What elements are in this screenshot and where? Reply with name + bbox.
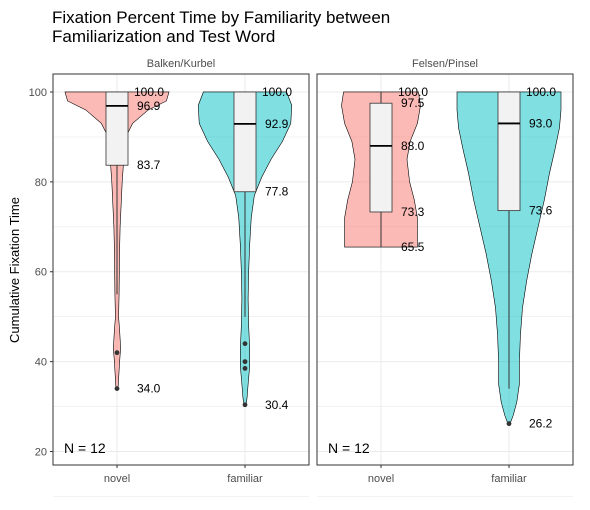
- outlier-point: [242, 341, 248, 347]
- outlier-point: [114, 350, 120, 356]
- box-familiar: [497, 91, 521, 212]
- data-label: 97.5: [401, 96, 425, 110]
- outlier-point: [242, 359, 248, 365]
- panels: Balken/Kurbel100.096.983.734.0100.092.97…: [29, 53, 574, 497]
- y-tick-label: 100: [29, 87, 47, 99]
- data-label: 93.0: [529, 116, 553, 130]
- x-tick-label: familiar: [227, 473, 263, 485]
- chart-title-line-2: Familiarization and Test Word: [52, 27, 275, 46]
- strip-background: [53, 53, 309, 73]
- x-tick-label: novel: [368, 473, 394, 485]
- outlier-point: [242, 365, 248, 371]
- strip-label: Felsen/Pinsel: [412, 58, 478, 70]
- data-label: 83.7: [137, 158, 161, 172]
- data-label: 34.0: [137, 382, 161, 396]
- strip-label: Balken/Kurbel: [147, 58, 216, 70]
- data-label: 73.6: [529, 204, 553, 218]
- data-label: 77.8: [265, 185, 289, 199]
- panel-0: Balken/Kurbel100.096.983.734.0100.092.97…: [52, 53, 310, 497]
- outlier-point: [506, 421, 512, 427]
- panel-1: Felsen/Pinsel100.097.588.073.365.5100.09…: [316, 53, 574, 497]
- data-label: 65.5: [401, 240, 425, 254]
- data-label: 100.0: [134, 85, 164, 99]
- x-tick-label: novel: [104, 473, 130, 485]
- panel-border: [52, 73, 310, 466]
- data-label: 92.9: [265, 117, 289, 131]
- n-count-label: N = 12: [64, 440, 106, 456]
- box-novel: [105, 91, 129, 166]
- outlier-point: [114, 386, 120, 391]
- n-count-label: N = 12: [328, 440, 370, 456]
- x-tick-label: familiar: [491, 473, 527, 485]
- y-axis-title: Cumulative Fixation Time: [7, 197, 22, 343]
- data-label: 96.9: [137, 99, 161, 113]
- data-label: 73.3: [401, 205, 425, 219]
- data-label: 88.0: [401, 139, 425, 153]
- data-label: 26.2: [529, 417, 553, 431]
- y-tick-label: 40: [35, 357, 47, 369]
- y-tick-label: 60: [35, 267, 47, 279]
- chart-title-line-1: Fixation Percent Time by Familiarity bet…: [52, 8, 390, 27]
- y-tick-label: 80: [35, 177, 47, 189]
- y-tick-label: 20: [35, 447, 47, 459]
- data-label: 100.0: [526, 85, 556, 99]
- y-axis: 20 40 60 80 100: [29, 87, 53, 459]
- box-familiar: [233, 91, 257, 193]
- data-label: 100.0: [262, 85, 292, 99]
- strip-background: [317, 53, 573, 73]
- panel-border: [316, 73, 574, 466]
- outlier-point: [242, 402, 248, 408]
- box-novel: [369, 102, 393, 213]
- data-label: 30.4: [265, 398, 289, 412]
- data-label: 100.0: [398, 85, 428, 99]
